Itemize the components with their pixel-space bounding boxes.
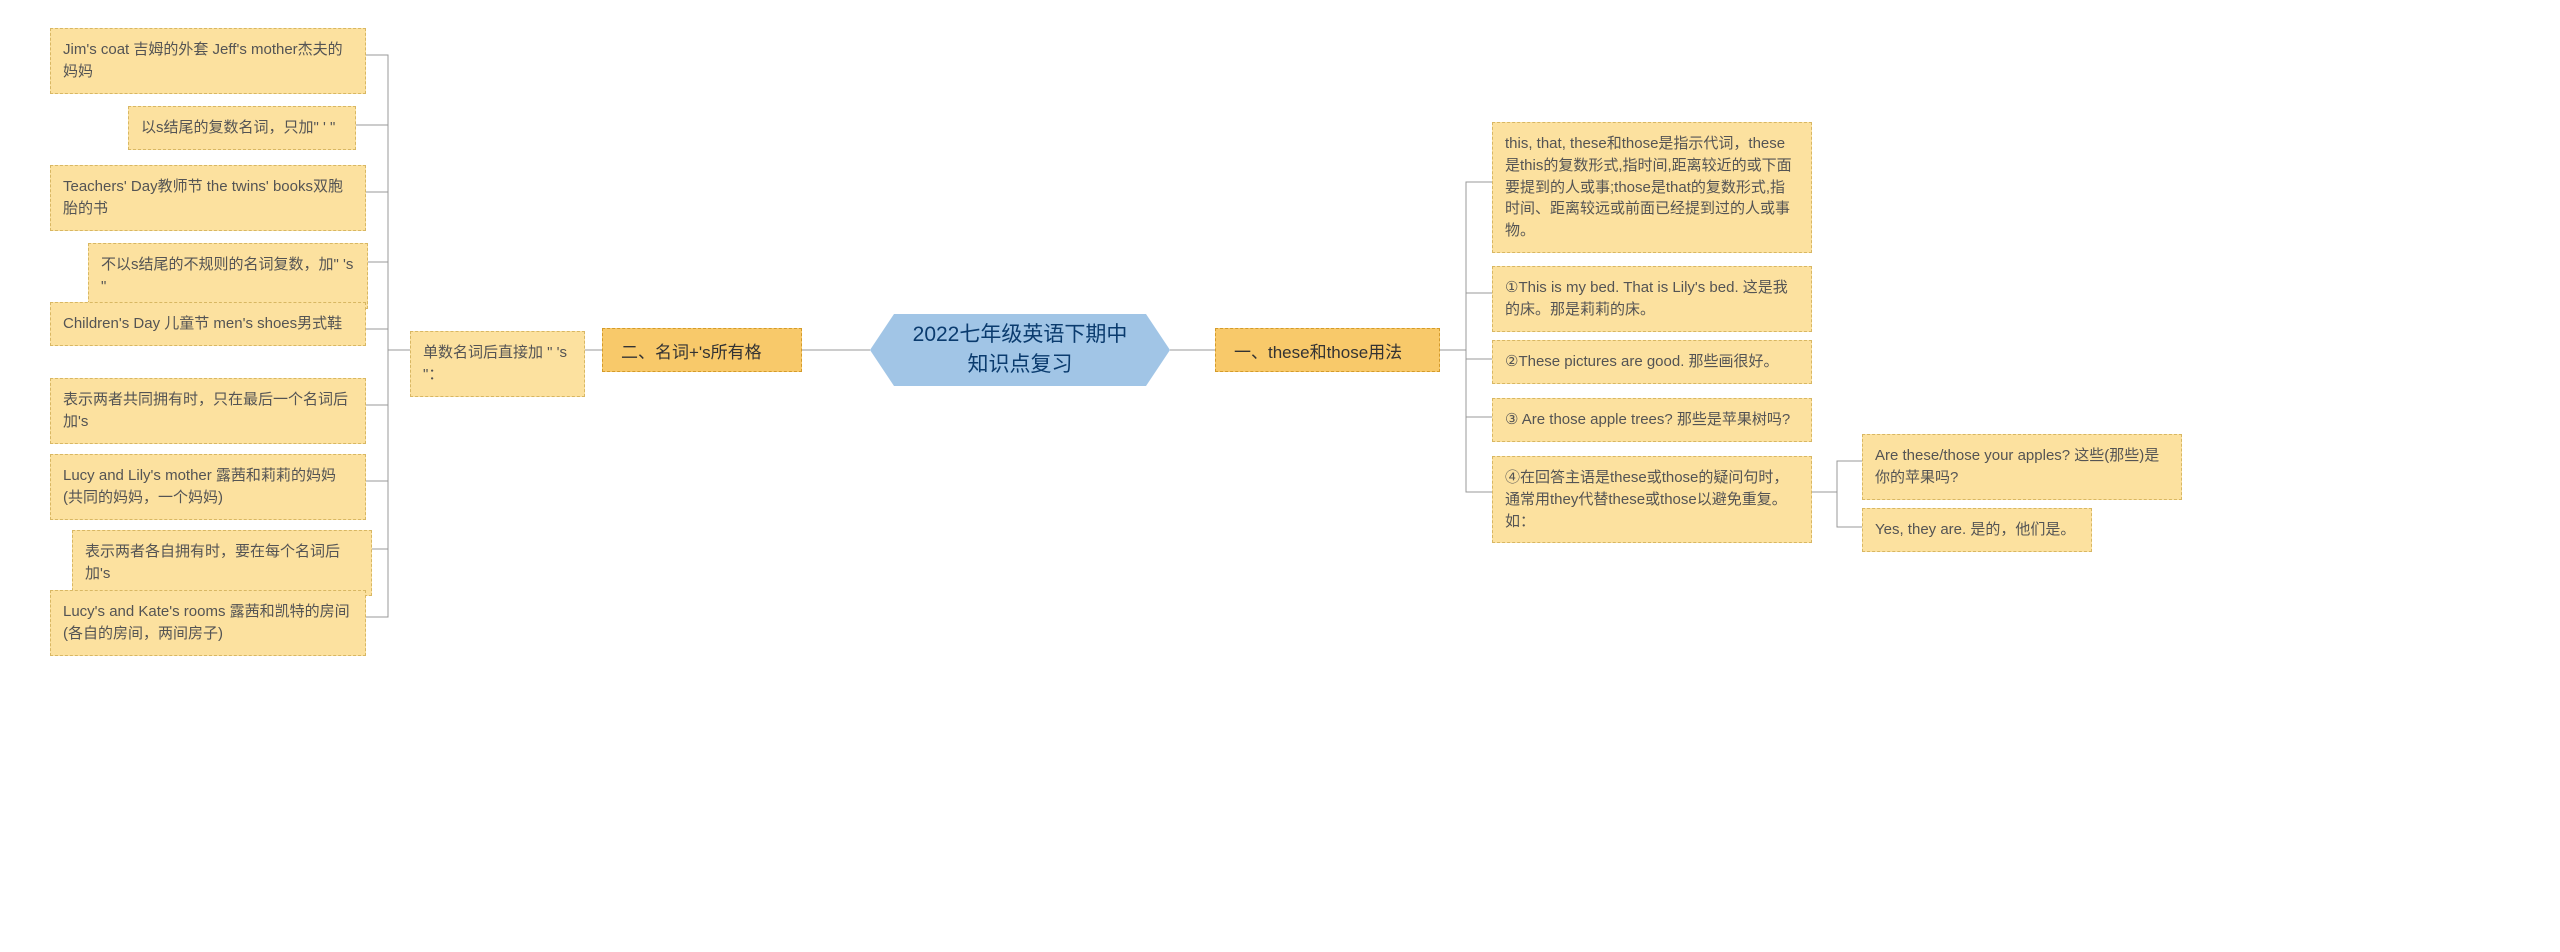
right-leaf-1-text: ①This is my bed. That is Lily's bed. 这是我… [1505, 279, 1788, 318]
right-leaf-4-text: ④在回答主语是these或those的疑问句时，通常用they代替these或t… [1505, 469, 1788, 530]
left-leaf-4: Children's Day 儿童节 men's shoes男式鞋 [50, 302, 366, 346]
left-leaf-4-text: Children's Day 儿童节 men's shoes男式鞋 [63, 315, 342, 332]
left-leaf-0-text: Jim's coat 吉姆的外套 Jeff's mother杰夫的妈妈 [63, 41, 343, 80]
right-leaf-4-1: Yes, they are. 是的，他们是。 [1862, 508, 2092, 552]
right-leaf-4-0-text: Are these/those your apples? 这些(那些)是你的苹果… [1875, 447, 2159, 486]
right-leaf-4: ④在回答主语是these或those的疑问句时，通常用they代替these或t… [1492, 456, 1812, 543]
left-branch: 二、名词+'s所有格 [602, 328, 802, 372]
right-leaf-1: ①This is my bed. That is Lily's bed. 这是我… [1492, 266, 1812, 332]
left-leaf-2-text: Teachers' Day教师节 the twins' books双胞胎的书 [63, 178, 343, 217]
left-leaf-8: Lucy's and Kate's rooms 露茜和凯特的房间(各自的房间，两… [50, 590, 366, 656]
left-leaf-5: 表示两者共同拥有时，只在最后一个名词后加's [50, 378, 366, 444]
right-branch: 一、these和those用法 [1215, 328, 1440, 372]
left-leaf-7: 表示两者各自拥有时，要在每个名词后加's [72, 530, 372, 596]
left-leaf-1-text: 以s结尾的复数名词，只加" ' " [141, 119, 335, 136]
left-leaf-6: Lucy and Lily's mother 露茜和莉莉的妈妈(共同的妈妈，一个… [50, 454, 366, 520]
left-sub: 单数名词后直接加 " 's "： [410, 331, 585, 397]
left-leaf-3-text: 不以s结尾的不规则的名词复数，加" 's " [101, 256, 353, 295]
right-leaf-0-text: this, that, these和those是指示代词，these是this的… [1505, 135, 1792, 239]
left-leaf-5-text: 表示两者共同拥有时，只在最后一个名词后加's [63, 391, 348, 430]
left-leaf-1: 以s结尾的复数名词，只加" ' " [128, 106, 356, 150]
right-branch-label: 一、these和those用法 [1234, 343, 1402, 362]
right-leaf-4-0: Are these/those your apples? 这些(那些)是你的苹果… [1862, 434, 2182, 500]
center-text: 2022七年级英语下期中知识点复习 [904, 320, 1136, 381]
left-leaf-0: Jim's coat 吉姆的外套 Jeff's mother杰夫的妈妈 [50, 28, 366, 94]
right-leaf-3-text: ③ Are those apple trees? 那些是苹果树吗? [1505, 411, 1790, 428]
left-leaf-3: 不以s结尾的不规则的名词复数，加" 's " [88, 243, 368, 309]
left-leaf-7-text: 表示两者各自拥有时，要在每个名词后加's [85, 543, 340, 582]
center-node: 2022七年级英语下期中知识点复习 [870, 314, 1170, 386]
right-leaf-0: this, that, these和those是指示代词，these是this的… [1492, 122, 1812, 253]
right-leaf-2: ②These pictures are good. 那些画很好。 [1492, 340, 1812, 384]
right-leaf-3: ③ Are those apple trees? 那些是苹果树吗? [1492, 398, 1812, 442]
left-leaf-8-text: Lucy's and Kate's rooms 露茜和凯特的房间(各自的房间，两… [63, 603, 350, 642]
left-sub-text: 单数名词后直接加 " 's "： [423, 344, 567, 383]
right-leaf-2-text: ②These pictures are good. 那些画很好。 [1505, 353, 1779, 370]
right-leaf-4-1-text: Yes, they are. 是的，他们是。 [1875, 521, 2075, 538]
left-leaf-6-text: Lucy and Lily's mother 露茜和莉莉的妈妈(共同的妈妈，一个… [63, 467, 336, 506]
left-branch-label: 二、名词+'s所有格 [621, 343, 762, 362]
left-leaf-2: Teachers' Day教师节 the twins' books双胞胎的书 [50, 165, 366, 231]
